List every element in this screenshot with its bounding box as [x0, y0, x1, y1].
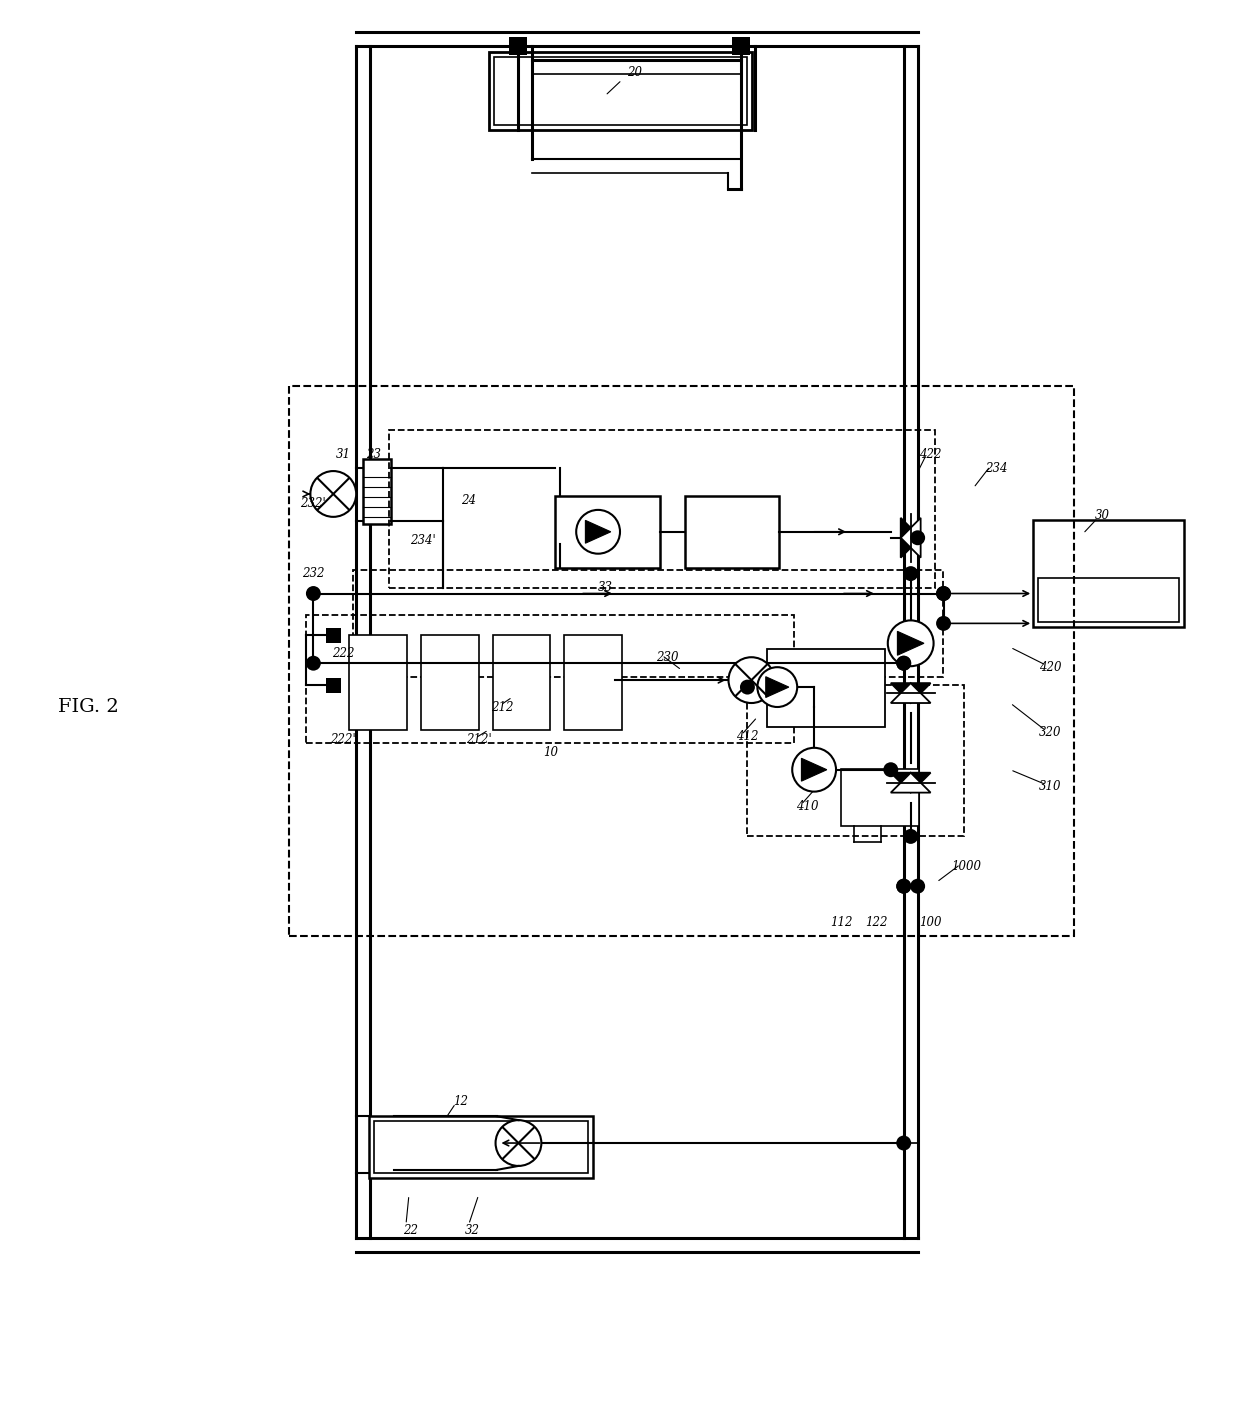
Text: 20: 20 — [627, 67, 642, 79]
Circle shape — [310, 471, 356, 516]
Text: 422: 422 — [919, 447, 942, 461]
Text: 234: 234 — [985, 461, 1008, 474]
Circle shape — [306, 586, 321, 601]
Circle shape — [903, 566, 918, 582]
Circle shape — [888, 620, 934, 666]
Bar — [1038, 577, 1179, 623]
Bar — [420, 635, 479, 730]
Polygon shape — [890, 773, 930, 792]
Text: 1000: 1000 — [951, 860, 981, 873]
Circle shape — [910, 531, 925, 545]
Polygon shape — [585, 521, 611, 543]
Bar — [494, 57, 748, 125]
Bar — [1033, 519, 1184, 627]
Text: 32: 32 — [465, 1224, 480, 1237]
Bar — [841, 768, 919, 826]
Circle shape — [306, 655, 321, 671]
Text: 212': 212' — [466, 733, 491, 746]
Text: 420: 420 — [1039, 661, 1061, 674]
Text: 100: 100 — [919, 916, 942, 928]
Text: 22: 22 — [403, 1224, 418, 1237]
Bar — [564, 635, 622, 730]
Circle shape — [729, 657, 774, 703]
Text: 12: 12 — [453, 1095, 469, 1108]
Bar — [350, 635, 407, 730]
Text: 31: 31 — [336, 447, 351, 461]
Circle shape — [740, 679, 755, 695]
Text: 412: 412 — [737, 730, 759, 743]
Bar — [733, 37, 750, 55]
Text: 232': 232' — [300, 498, 326, 511]
Text: 222': 222' — [330, 733, 356, 746]
Bar — [326, 628, 341, 642]
Bar — [768, 649, 885, 727]
Text: 122: 122 — [866, 916, 888, 928]
Polygon shape — [890, 683, 930, 703]
Circle shape — [936, 616, 951, 631]
Bar — [353, 570, 942, 678]
Circle shape — [792, 747, 836, 791]
Circle shape — [897, 1136, 911, 1150]
Text: 24: 24 — [461, 494, 476, 508]
Circle shape — [903, 829, 918, 843]
Text: 230: 230 — [656, 651, 680, 664]
Bar — [389, 430, 935, 587]
Polygon shape — [890, 683, 930, 703]
Circle shape — [897, 879, 911, 894]
Bar — [370, 1116, 593, 1177]
Bar — [363, 458, 391, 524]
Text: 232: 232 — [303, 567, 325, 580]
Polygon shape — [801, 758, 827, 781]
Circle shape — [758, 668, 797, 708]
Text: 212: 212 — [491, 700, 513, 713]
Circle shape — [577, 509, 620, 553]
Circle shape — [496, 1121, 542, 1166]
Text: 222: 222 — [332, 647, 355, 659]
Text: 23: 23 — [366, 447, 381, 461]
Circle shape — [883, 763, 898, 777]
Text: 410: 410 — [796, 799, 818, 814]
Circle shape — [936, 586, 951, 601]
Polygon shape — [900, 518, 920, 558]
Text: 30: 30 — [1095, 509, 1110, 522]
Text: 33: 33 — [598, 582, 613, 594]
Polygon shape — [898, 631, 924, 655]
Polygon shape — [890, 773, 930, 792]
Bar — [556, 495, 660, 567]
Circle shape — [897, 655, 911, 671]
Text: 234': 234' — [410, 535, 435, 548]
Circle shape — [936, 586, 951, 601]
Bar — [684, 495, 779, 567]
Text: 320: 320 — [1039, 726, 1061, 740]
Bar — [492, 635, 551, 730]
Bar — [289, 386, 1074, 935]
Bar — [374, 1121, 588, 1173]
Text: 10: 10 — [543, 746, 558, 760]
Polygon shape — [766, 676, 789, 698]
Bar — [306, 616, 794, 743]
Bar — [326, 678, 341, 692]
Text: 310: 310 — [1039, 780, 1061, 794]
Circle shape — [897, 879, 911, 894]
Bar — [489, 52, 753, 130]
Bar — [748, 685, 965, 836]
Polygon shape — [900, 518, 920, 558]
Text: FIG. 2: FIG. 2 — [57, 698, 118, 716]
Circle shape — [897, 655, 911, 671]
Circle shape — [910, 879, 925, 894]
Bar — [510, 37, 527, 55]
Text: 112: 112 — [830, 916, 852, 928]
